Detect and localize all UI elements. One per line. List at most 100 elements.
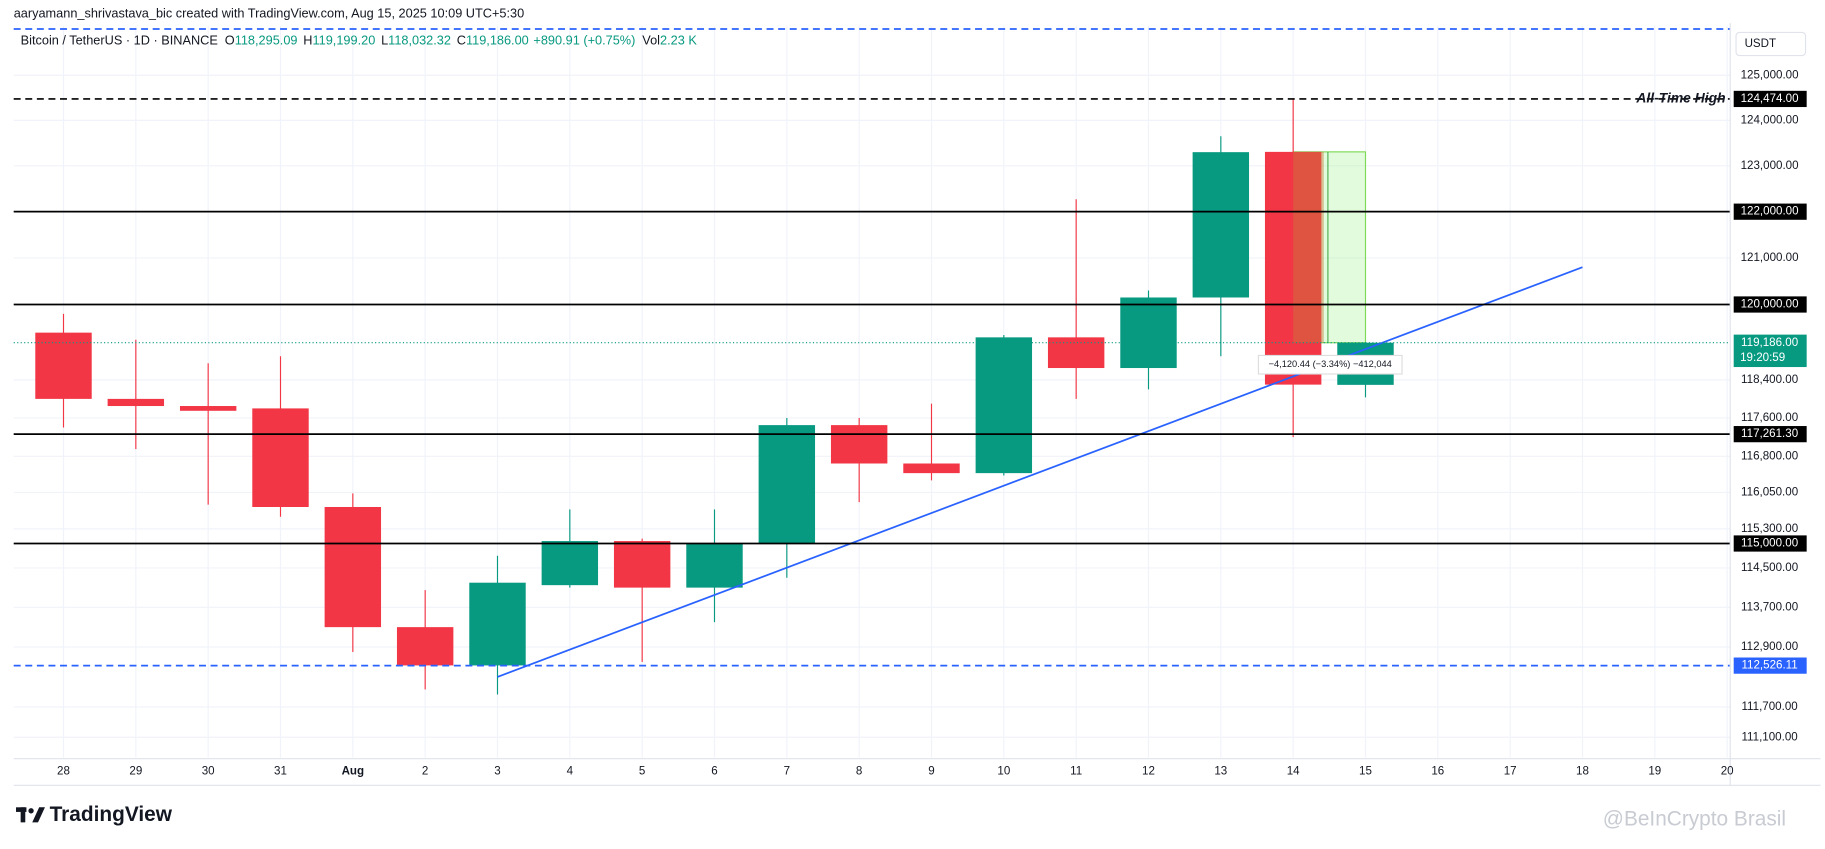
candle-body <box>252 408 309 507</box>
level-label-box <box>1733 203 1807 220</box>
watermark: @BeInCrypto Brasil <box>1603 808 1786 831</box>
x-tick-label: 19 <box>1648 765 1661 777</box>
measure-label: −4,120.44 (−3.34%) −412,044 <box>1269 359 1392 369</box>
y-tick-label: 111,700.00 <box>1741 701 1797 713</box>
x-tick-label: 30 <box>202 765 215 777</box>
change: +890.91 (+0.75%) <box>533 33 635 48</box>
y-tick-label: 116,800.00 <box>1741 450 1798 462</box>
x-tick-label: 31 <box>274 765 287 777</box>
countdown: 19:20:59 <box>1740 352 1785 364</box>
candle-body <box>1264 151 1322 385</box>
x-tick-label: 15 <box>1359 765 1372 777</box>
volume-key: Vol <box>642 33 660 48</box>
level-label-box <box>1733 426 1807 443</box>
logo-icon <box>28 808 34 814</box>
candle-body <box>396 627 454 666</box>
x-tick-label: 2 <box>422 765 428 777</box>
header: Bitcoin / TetherUS · 1D · BINANCE O118,29… <box>21 33 698 48</box>
y-tick-label: 125,000.00 <box>1741 69 1799 81</box>
candle-body <box>324 506 382 628</box>
logo-text: TradingView <box>50 803 173 826</box>
last-price-box <box>1733 334 1807 368</box>
y-tick-label: 118,400.00 <box>1741 374 1798 386</box>
candle-body <box>35 332 92 399</box>
ohlc-key: O <box>225 33 235 48</box>
candle-body <box>541 541 599 586</box>
candle-body <box>686 543 743 588</box>
x-tick-label: 11 <box>1070 765 1082 777</box>
x-tick-label: 17 <box>1504 765 1517 777</box>
logo: TradingView <box>16 803 173 826</box>
level-label: 124,474.00 <box>1741 93 1799 105</box>
last-price-label: 119,186.00 <box>1741 337 1798 349</box>
candle-body <box>830 425 888 464</box>
y-tick-label: 115,300.00 <box>1741 523 1798 535</box>
currency-box <box>1735 31 1807 57</box>
candle-body <box>903 463 960 474</box>
ohlc-value: 119,199.20 <box>313 33 376 48</box>
ohlc-key: L <box>381 33 388 48</box>
level-label-box <box>1733 535 1807 552</box>
y-tick-label: 123,000.00 <box>1741 160 1799 172</box>
level-label-box <box>1733 90 1807 108</box>
measure-label-box <box>1257 354 1403 375</box>
ohlc-value: 118,295.09 <box>235 33 298 48</box>
x-tick-label: 5 <box>639 765 645 777</box>
level-label: 122,000.00 <box>1741 206 1799 218</box>
level-label: 117,261.30 <box>1741 428 1798 440</box>
y-tick-label: 121,000.00 <box>1741 252 1799 264</box>
logo-icon <box>32 807 45 823</box>
candle-body <box>1047 337 1105 369</box>
x-tick-label: 28 <box>57 765 70 777</box>
level-label: 112,526.11 <box>1741 660 1797 672</box>
x-tick-label: 9 <box>928 765 934 777</box>
candle-body <box>613 541 671 588</box>
x-tick-label: 29 <box>129 765 142 777</box>
level-label-box <box>1733 296 1807 313</box>
symbol: Bitcoin / TetherUS · 1D · BINANCE <box>21 33 218 48</box>
x-tick-label: Aug <box>342 765 365 777</box>
level-label-box <box>1733 657 1807 674</box>
candle-body <box>758 425 816 544</box>
ohlc-key: C <box>457 33 466 48</box>
candle-body <box>1120 297 1177 369</box>
x-tick-label: 7 <box>784 765 790 777</box>
ohlc-key: H <box>303 33 312 48</box>
x-tick-label: 4 <box>567 765 574 777</box>
candle-body <box>1192 152 1250 298</box>
x-tick-label: 3 <box>494 765 500 777</box>
x-tick-label: 8 <box>856 765 862 777</box>
candle-body <box>469 582 526 666</box>
currency: USDT <box>1745 38 1777 50</box>
x-tick-label: 13 <box>1214 765 1227 777</box>
measure-overlay <box>1293 151 1324 343</box>
y-tick-label: 116,050.00 <box>1741 487 1798 499</box>
y-tick-label: 124,000.00 <box>1741 114 1799 126</box>
candle-body <box>975 337 1033 474</box>
annotation: All-Time High <box>1635 90 1725 106</box>
y-tick-label: 117,600.00 <box>1741 412 1798 424</box>
level-label: 115,000.00 <box>1741 538 1798 550</box>
logo-icon <box>20 807 26 823</box>
candle-body <box>179 406 237 411</box>
x-tick-label: 14 <box>1287 765 1300 777</box>
y-tick-label: 111,100.00 <box>1741 731 1797 743</box>
x-tick-label: 12 <box>1142 765 1155 777</box>
level-label: 120,000.00 <box>1741 299 1799 311</box>
trendline <box>497 266 1583 678</box>
candle-body <box>107 398 165 407</box>
ohlc-value: 119,186.00 <box>466 33 529 48</box>
x-tick-label: 20 <box>1721 765 1734 777</box>
x-tick-label: 18 <box>1576 765 1589 777</box>
x-tick-label: 6 <box>711 765 717 777</box>
caption: aaryamann_shrivastava_bic created with T… <box>14 5 525 20</box>
ohlc-value: 118,032.32 <box>388 33 451 48</box>
volume: 2.23 K <box>660 33 697 48</box>
y-tick-label: 113,700.00 <box>1741 601 1798 613</box>
x-tick-label: 10 <box>997 765 1010 777</box>
x-tick-label: 16 <box>1431 765 1444 777</box>
y-tick-label: 112,900.00 <box>1741 641 1798 653</box>
y-tick-label: 114,500.00 <box>1741 562 1798 574</box>
